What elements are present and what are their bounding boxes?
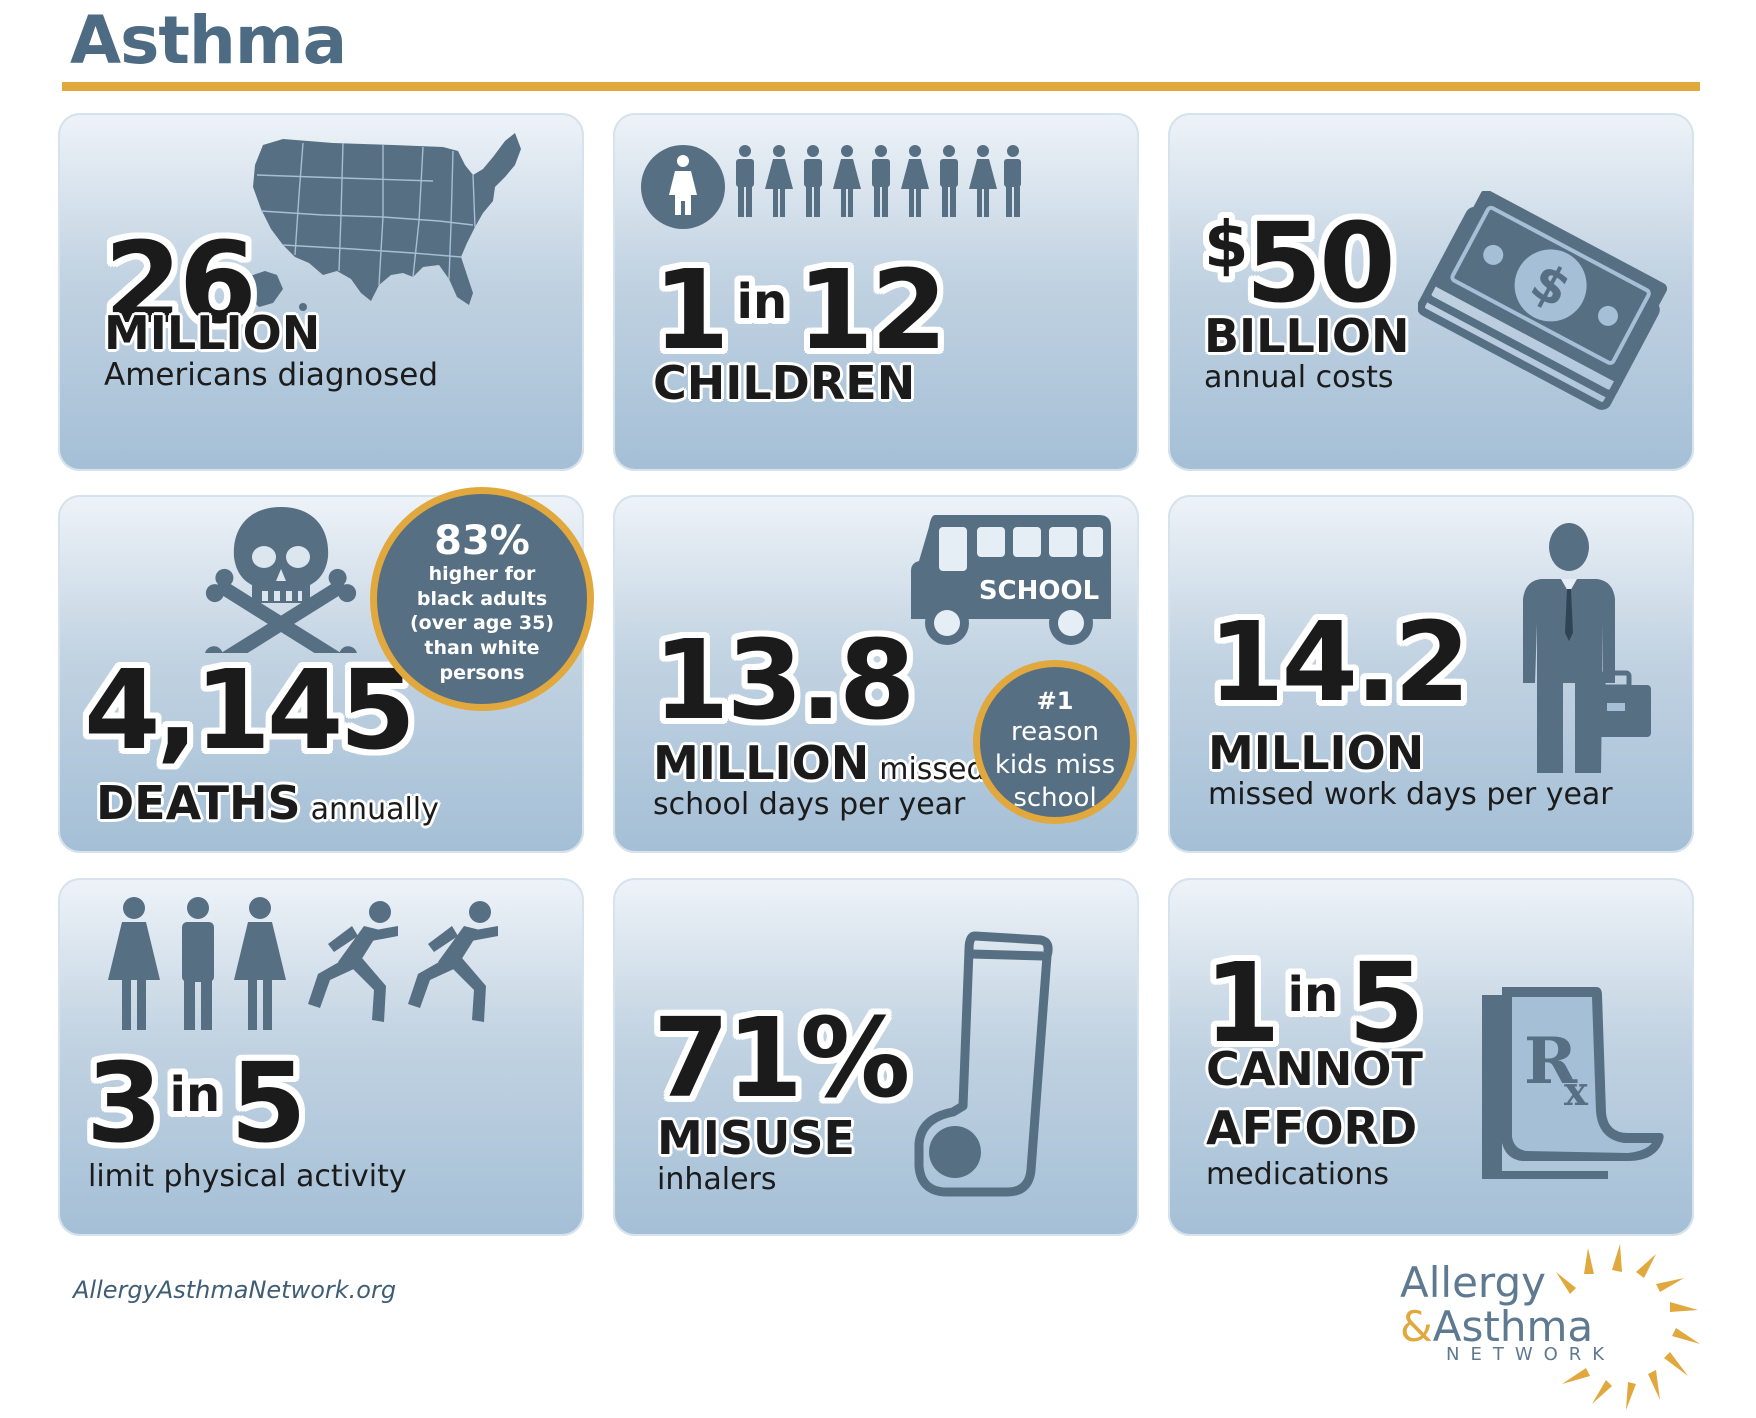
medications-ratio-right: 5 [1348,939,1425,1067]
deaths-number: 4,145 [84,646,416,774]
title-divider [62,82,1700,91]
work-number: 14.2 [1208,598,1470,726]
footer-website-link[interactable]: AllergyAsthmaNetwork.org [73,1276,397,1304]
school-bus-label: SCHOOL [979,576,1099,606]
svg-text:R: R [1524,1024,1578,1099]
children-caption: CHILDREN [653,356,916,410]
stat-card-work: 14.2 MILLION missed work days per year [1168,495,1694,853]
medications-caption-line1: CANNOT [1206,1042,1423,1096]
children-ratio-in: in [736,274,788,330]
deaths-badge-line: higher for [428,563,536,585]
stat-card-activity: 3 in5 limit physical activity [58,878,584,1236]
stat-card-americans: 26 MILLION Americans diagnosed [58,113,584,471]
stat-card-deaths: 4,145 DEATHS annually 83% higher for blac… [58,487,594,853]
svg-text:x: x [1564,1068,1589,1115]
deaths-badge-line: (over age 35) [409,612,555,635]
businessman-icon [1523,523,1653,773]
deaths-badge-line: persons [439,661,525,684]
deaths-suffix: annually [310,792,439,827]
people-running-icon [94,896,514,1031]
costs-caption: BILLION [1204,309,1410,363]
medications-ratio-in: in [1287,967,1339,1023]
medications-ratio: 1 in5 [1204,948,1425,1058]
stat-card-medications: R x 1 in5 CANNOT AFFORD medications [1168,878,1694,1236]
usa-map-icon [243,125,533,315]
costs-subtitle: annual costs [1204,360,1394,395]
americans-number: 26 [104,219,257,349]
school-badge-line: kids miss [994,750,1116,781]
medications-caption-line2: AFFORD [1206,1101,1418,1155]
inhaler-icon [913,930,1083,1220]
school-badge-line: reason [1011,716,1099,747]
activity-subtitle: limit physical activity [88,1159,407,1194]
school-badge-text: reason kids miss school [980,716,1130,816]
deaths-badge: 83% higher for black adults (over age 35… [370,487,594,711]
americans-subtitle: Americans diagnosed [104,357,439,393]
costs-amount: $50 [1204,208,1396,318]
inhalers-caption: MISUSE [657,1111,855,1165]
inhalers-number: 71% [653,994,910,1122]
deaths-badge-text: higher for black adults (over age 35) th… [377,562,587,685]
work-caption: MILLION [1208,726,1425,780]
deaths-caption: DEATHS [96,776,301,830]
activity-ratio: 3 in5 [86,1048,307,1158]
stat-card-school: SCHOOL 13.8 MILLION missed school days pe… [613,495,1139,853]
school-bus-icon: SCHOOL [911,511,1116,651]
activity-ratio-right: 5 [230,1039,307,1167]
logo-line-asthma: &Asthma [1400,1302,1593,1351]
activity-ratio-left: 3 [86,1039,163,1167]
logo-ampersand: & [1400,1302,1433,1351]
deaths-badge-value: 83% [434,518,530,564]
school-number: 13.8 [653,616,915,744]
people-row-icon [641,143,1021,238]
school-subtitle: school days per year [653,787,966,822]
medications-subtitle: medications [1206,1157,1390,1192]
costs-number: 50 [1245,199,1396,327]
school-badge-line: school [1013,783,1097,814]
americans-caption: MILLION [104,306,321,360]
page-title: Asthma [70,2,347,79]
deaths-badge-line: than white [424,637,540,660]
sun-logo-icon [1548,1244,1708,1418]
children-ratio: 1 in12 [653,255,947,365]
deaths-caption-wrap: DEATHS annually [96,780,439,826]
prescription-icon: R x [1478,983,1678,1183]
medications-ratio-left: 1 [1204,939,1281,1067]
logo-word-asthma: Asthma [1432,1302,1594,1351]
logo-line-allergy: Allergy [1400,1258,1546,1307]
logo-line-network: NETWORK [1446,1344,1616,1365]
school-badge: #1 reason kids miss school [973,660,1137,824]
costs-dollar-sign: $ [1204,209,1248,283]
work-subtitle: missed work days per year [1208,777,1613,812]
school-caption-wrap: MILLION missed [653,740,986,786]
activity-ratio-in: in [169,1067,221,1123]
school-caption: MILLION [653,736,870,790]
skull-crossbones-icon [196,503,366,653]
deaths-badge-line: black adults [416,587,548,610]
money-stack-icon: $ [1418,191,1678,411]
stat-card-children: 1 in12 CHILDREN [613,113,1139,471]
children-ratio-right: 12 [797,246,947,374]
stat-card-inhalers: 71% MISUSE inhalers [613,878,1139,1236]
stat-card-costs: $ $50 BILLION annual costs [1168,113,1694,471]
school-badge-value: #1 [1036,687,1074,715]
school-suffix: missed [879,752,986,787]
inhalers-subtitle: inhalers [657,1162,777,1197]
children-ratio-left: 1 [653,246,730,374]
